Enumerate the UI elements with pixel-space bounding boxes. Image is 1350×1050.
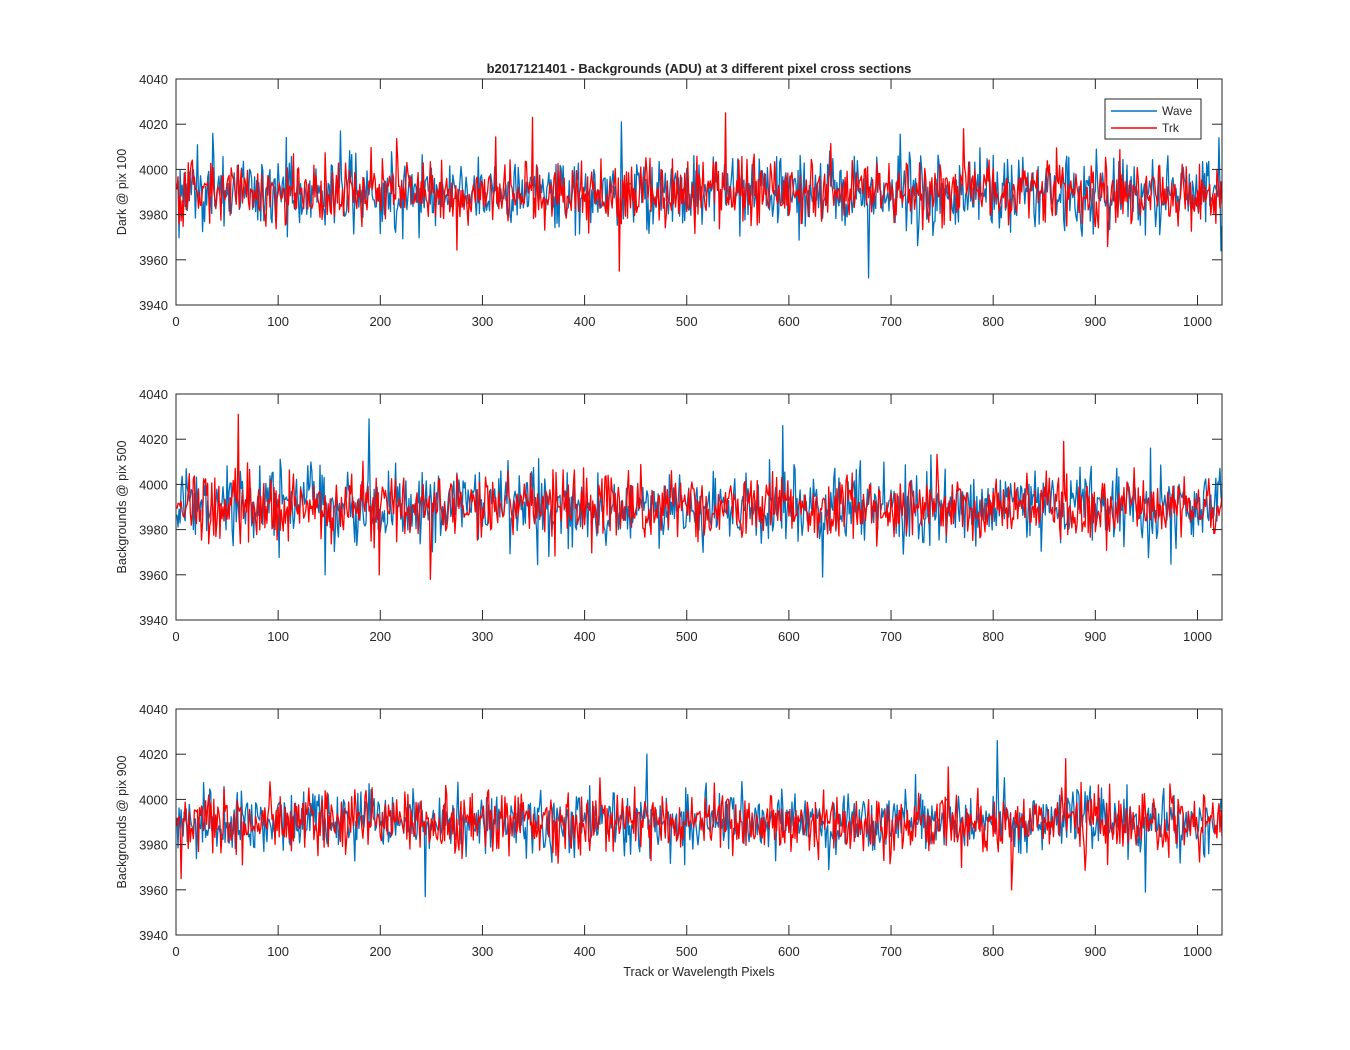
subplot-3: 0 100 200 300 400 500 600 700 800 900 1000 3940 3960…: [115, 702, 1223, 959]
x-tick-label: 0: [172, 314, 179, 329]
y-tick-label: 4000: [139, 792, 168, 807]
subplot-2-axes: 0 100 200 300 400 500 600 700 800 900 1000 3940 3960…: [139, 387, 1223, 644]
legend-box: [1104, 98, 1202, 140]
x-tick-label: 600: [778, 629, 800, 644]
x-tick-label: 700: [880, 314, 902, 329]
x-tick-label: 500: [676, 944, 698, 959]
x-tick-label: 400: [574, 314, 596, 329]
x-tick-label: 100: [267, 944, 289, 959]
y-tick-label: 4020: [139, 747, 168, 762]
subplot-3-frame: [175, 708, 1223, 936]
y-tick-label: 3940: [139, 613, 168, 628]
y-tick-label: 4040: [139, 72, 168, 87]
y-tick-label: 4040: [139, 387, 168, 402]
subplot-3-lines: [176, 739, 1222, 898]
y-tick-label: 4000: [139, 477, 168, 492]
subplot-1: 0 100 200 300 400 500 600 700 800 900 1000 3940 3960…: [115, 72, 1223, 329]
legend-trk-label: Trk: [1162, 121, 1180, 135]
x-tick-label: 900: [1084, 314, 1106, 329]
x-tick-label: 200: [369, 629, 391, 644]
y-tick-label: 3940: [139, 298, 168, 313]
y-tick-label: 3960: [139, 568, 168, 583]
y-tick-label: 3940: [139, 928, 168, 943]
y-tick-label: 4020: [139, 117, 168, 132]
subplot-2: 0 100 200 300 400 500 600 700 800 900 1000 3940 3960…: [115, 387, 1223, 644]
x-tick-label: 400: [574, 944, 596, 959]
y-tick-label: 4040: [139, 702, 168, 717]
x-tick-label: 1000: [1183, 944, 1212, 959]
x-tick-label: 400: [574, 629, 596, 644]
y-tick-label: 3960: [139, 883, 168, 898]
y-tick-label: 4000: [139, 162, 168, 177]
x-tick-label: 500: [676, 314, 698, 329]
y-tick-label: 3960: [139, 253, 168, 268]
subplot-2-series-trk: [176, 413, 1222, 580]
subplot-2-frame: [175, 393, 1223, 621]
x-tick-label: 0: [172, 944, 179, 959]
x-tick-label: 300: [472, 629, 494, 644]
subplot-1-frame: [175, 78, 1223, 306]
x-tick-label: 200: [369, 314, 391, 329]
subplot-1-axes: 0 100 200 300 400 500 600 700 800 900 1000 3940 3960…: [139, 72, 1223, 329]
x-tick-label: 600: [778, 944, 800, 959]
x-tick-label: 800: [982, 629, 1004, 644]
x-tick-label: 300: [472, 944, 494, 959]
y-tick-label: 4020: [139, 432, 168, 447]
subplot-2-ylabel: Backgrounds @ pix 500: [115, 441, 129, 574]
legend-wave-label: Wave: [1162, 104, 1193, 118]
subplot-2-lines: [176, 413, 1222, 580]
subplot-3-series-trk: [176, 758, 1222, 891]
y-tick-label: 3980: [139, 523, 168, 538]
x-tick-label: 1000: [1183, 314, 1212, 329]
legend: Wave Trk: [1104, 98, 1202, 140]
x-axis-label: Track or Wavelength Pixels: [623, 965, 774, 979]
x-tick-label: 100: [267, 629, 289, 644]
x-tick-label: 500: [676, 629, 698, 644]
y-tick-label: 3980: [139, 208, 168, 223]
x-tick-label: 900: [1084, 629, 1106, 644]
y-tick-label: 3980: [139, 838, 168, 853]
subplot-3-ylabel: Backgrounds @ pix 900: [115, 756, 129, 889]
subplot-1-series-trk: [176, 112, 1222, 272]
subplot-1-lines: [176, 112, 1222, 279]
x-tick-label: 700: [880, 944, 902, 959]
subplot-1-ylabel: Dark @ pix 100: [115, 149, 129, 235]
figure-title: b2017121401 - Backgrounds (ADU) at 3 dif…: [487, 61, 912, 76]
x-tick-label: 800: [982, 944, 1004, 959]
x-tick-label: 1000: [1183, 629, 1212, 644]
x-tick-label: 800: [982, 314, 1004, 329]
x-tick-label: 0: [172, 629, 179, 644]
subplot-3-axes: 0 100 200 300 400 500 600 700 800 900 1000 3940 3960…: [139, 702, 1223, 959]
x-tick-label: 100: [267, 314, 289, 329]
x-tick-label: 600: [778, 314, 800, 329]
x-tick-label: 700: [880, 629, 902, 644]
x-tick-label: 200: [369, 944, 391, 959]
x-tick-label: 900: [1084, 944, 1106, 959]
x-tick-label: 300: [472, 314, 494, 329]
